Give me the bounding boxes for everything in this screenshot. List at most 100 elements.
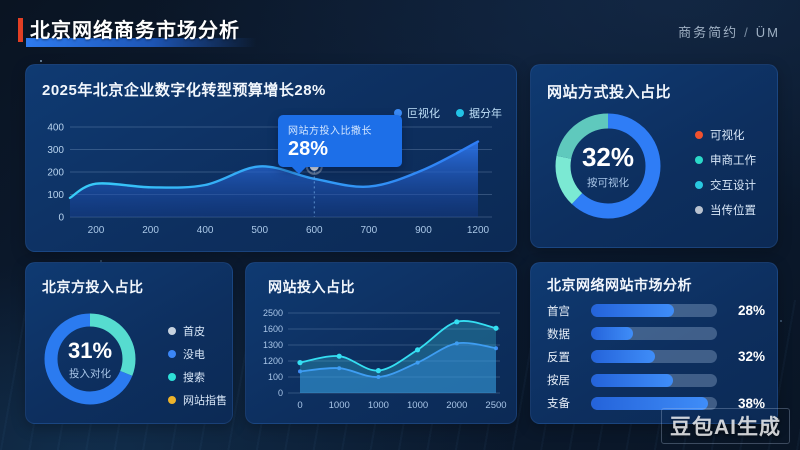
legend-dot-icon <box>695 181 703 189</box>
svg-text:1300: 1300 <box>263 340 283 350</box>
svg-text:200: 200 <box>142 225 159 236</box>
legend-label: 网站指售 <box>183 395 227 407</box>
bar-track <box>591 350 717 364</box>
bar-row: 反置 32% <box>547 349 765 365</box>
invest-mode-legend: 可视化申商工作交互设计当传位置 <box>695 127 756 218</box>
svg-text:500: 500 <box>251 225 268 236</box>
legend-item[interactable]: 可视化 <box>695 127 756 143</box>
svg-text:0: 0 <box>297 400 302 411</box>
svg-text:1000: 1000 <box>407 400 428 411</box>
invest-mode-donut: 32% 按可视化 <box>553 111 663 221</box>
legend-label: 首皮 <box>183 326 205 338</box>
donut-ring <box>44 313 136 405</box>
panel-title: 网站方式投入占比 <box>547 84 672 101</box>
panel-title: 北京网络网站市场分析 <box>547 277 692 293</box>
svg-text:200: 200 <box>88 225 105 236</box>
svg-text:1000: 1000 <box>329 400 350 411</box>
bar-label: 按居 <box>547 375 570 388</box>
panel-budget-trend: 2025年北京企业数字化转型预算增长28% 叵视化 据分年 400 300 200 10… <box>25 64 517 252</box>
title-underline <box>26 38 256 47</box>
svg-text:900: 900 <box>415 225 432 236</box>
svg-text:2500: 2500 <box>485 400 506 411</box>
legend-label: 可视化 <box>710 130 745 142</box>
legend-dot-icon <box>168 396 176 404</box>
legend-dot-icon <box>168 350 176 358</box>
svg-text:100: 100 <box>47 190 64 201</box>
watermark: 豆包AI生成 <box>661 408 790 444</box>
subtitle-separator: / <box>744 25 750 40</box>
legend-label: 交互设计 <box>710 180 756 192</box>
bar-value: 32% <box>737 349 765 365</box>
legend-item[interactable]: 网站指售 <box>168 392 227 408</box>
subtitle-text: 商务简约 <box>678 25 739 40</box>
background-dots <box>40 60 42 62</box>
legend-item[interactable]: 搜索 <box>168 369 227 385</box>
bar-label: 首宫 <box>547 305 570 318</box>
donut-center: 32% 按可视化 <box>553 111 663 221</box>
panel-site-invest: 网站投入占比 2500 1600 1300 1200 100 0 0 1000 1000 1000… <box>245 262 517 424</box>
donut-center: 31% 投入对化 <box>42 311 138 407</box>
svg-text:300: 300 <box>47 145 64 156</box>
header-subtitle: 商务简约 / ÜM <box>678 22 780 41</box>
legend-label: 据分年 <box>469 108 502 120</box>
bar-row: 支备 38% <box>547 395 765 411</box>
legend-dot-icon <box>394 109 402 117</box>
donut-value: 31% <box>67 337 113 363</box>
panel-title: 北京方投入占比 <box>42 279 144 295</box>
page-title: 北京网络商务市场分析 <box>30 20 240 42</box>
bar-label: 反置 <box>547 351 570 364</box>
legend-item[interactable]: 叵视化 <box>394 105 440 121</box>
bar-fill <box>591 373 673 387</box>
legend-dot-icon <box>695 156 703 164</box>
svg-text:1200: 1200 <box>467 225 490 236</box>
bar-track <box>591 373 717 387</box>
header: 北京网络商务市场分析 商务简约 / ÜM <box>0 0 800 56</box>
beijing-invest-legend: 首皮没电搜索网站指售 <box>168 323 227 408</box>
bar-label: 数据 <box>547 328 570 341</box>
legend-item[interactable]: 当传位置 <box>695 202 756 218</box>
bar-track <box>591 327 717 341</box>
tooltip-value: 28% <box>288 138 329 160</box>
bar-row: 按居 <box>547 372 765 388</box>
brand-text: ÜM <box>755 25 780 40</box>
svg-text:1600: 1600 <box>263 324 283 334</box>
page-title-block: 北京网络商务市场分析 <box>18 14 256 47</box>
donut-sublabel: 投入对化 <box>69 367 111 380</box>
legend-dot-icon <box>695 131 703 139</box>
bar-fill <box>591 350 656 364</box>
bar-value: 28% <box>737 303 765 319</box>
svg-text:600: 600 <box>306 225 323 236</box>
title-accent-bar <box>18 18 23 42</box>
svg-text:0: 0 <box>278 388 283 398</box>
legend-dot-icon <box>695 206 703 214</box>
legend-item[interactable]: 据分年 <box>456 105 502 121</box>
legend-dot-icon <box>168 373 176 381</box>
bar-row: 首宫 28% <box>547 303 765 319</box>
legend-dot-icon <box>168 327 176 335</box>
bar-track <box>591 396 717 410</box>
panel-title: 2025年北京企业数字化转型预算增长28% <box>42 82 326 99</box>
donut-sublabel: 按可视化 <box>587 177 629 189</box>
legend-item[interactable]: 申商工作 <box>695 152 756 168</box>
svg-text:1200: 1200 <box>263 356 283 366</box>
svg-text:2000: 2000 <box>446 400 467 411</box>
legend-item[interactable]: 首皮 <box>168 323 227 339</box>
svg-text:100: 100 <box>268 372 283 382</box>
bar-value: 38% <box>737 395 765 411</box>
legend-label: 叵视化 <box>407 108 440 120</box>
svg-text:400: 400 <box>47 123 64 134</box>
market-bar-list: 首宫 28% 数据反置 32% 按居支备 38% <box>547 299 765 415</box>
legend-label: 搜索 <box>183 372 205 384</box>
panel-market-analysis: 北京网络网站市场分析 首宫 28% 数据反置 32% 按居支备 38% <box>530 262 778 424</box>
legend-label: 没电 <box>183 349 205 361</box>
panel-beijing-invest: 北京方投入占比 31% 投入对化 首皮没电搜索网站指售 <box>25 262 233 424</box>
legend-item[interactable]: 交互设计 <box>695 177 756 193</box>
bar-fill <box>591 304 675 318</box>
panel-title: 网站投入占比 <box>268 279 355 295</box>
legend-item[interactable]: 没电 <box>168 346 227 362</box>
panel-invest-mode: 网站方式投入占比 32% 按可视化 可视化申商工作交互设计当传位置 <box>530 64 778 248</box>
bar-label: 支备 <box>547 398 570 411</box>
budget-trend-chart: 400 300 200 100 0 200 200 400 500 600 700 900 1200 <box>47 123 492 236</box>
donut-ring <box>555 113 661 219</box>
